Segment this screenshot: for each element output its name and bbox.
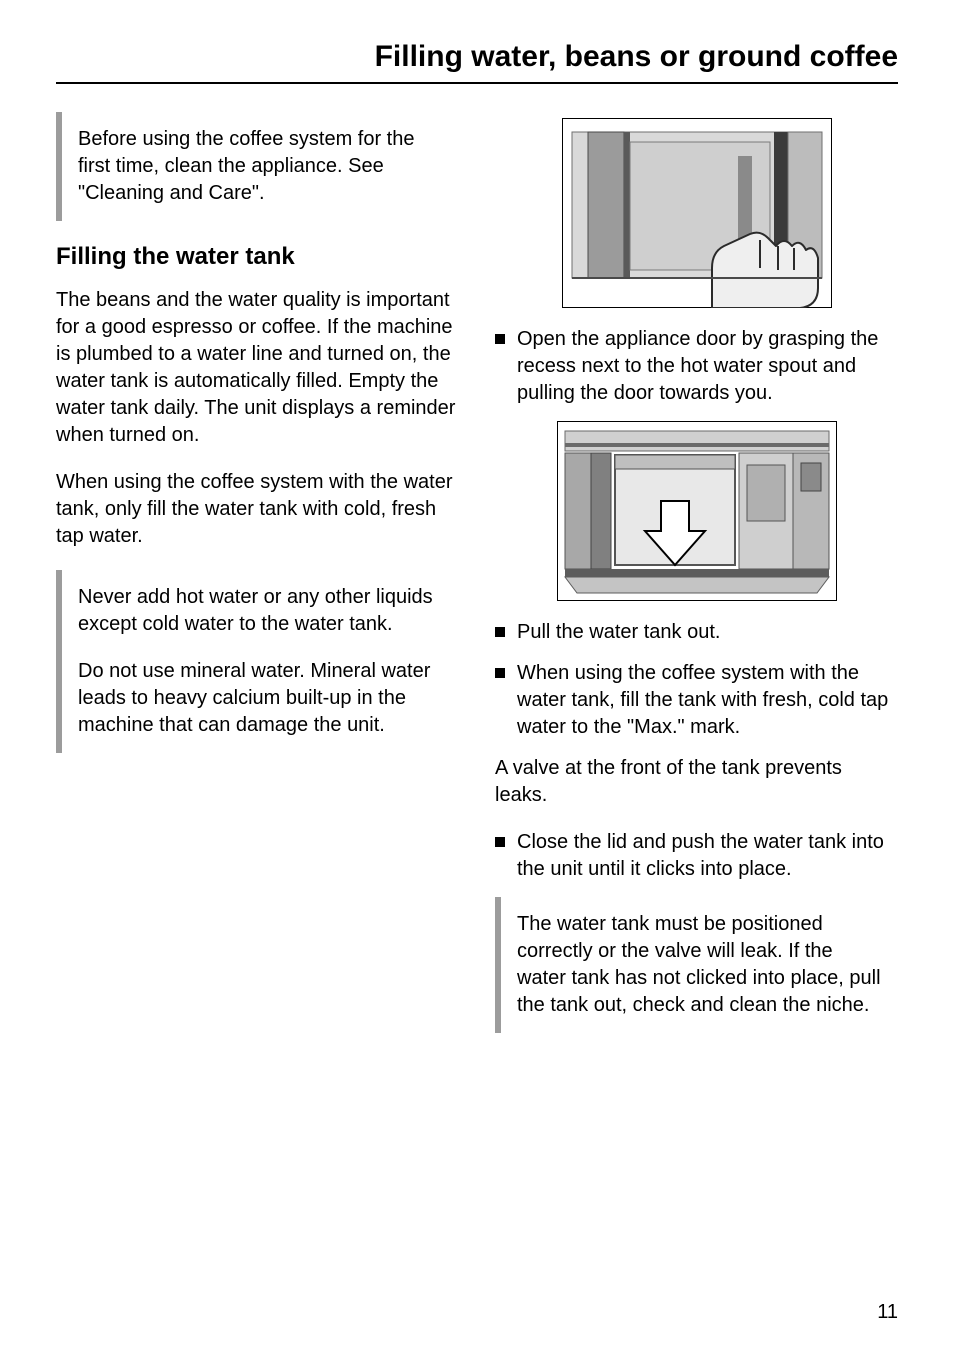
page: Filling water, beans or ground coffee Be…: [0, 0, 954, 1352]
step-text: Close the lid and push the water tank in…: [517, 829, 898, 883]
figure-pull-tank: [495, 421, 898, 601]
step-text: When using the coffee system with the wa…: [517, 660, 898, 741]
title-block: Filling water, beans or ground coffee: [56, 40, 898, 74]
callout-positioning: The water tank must be positioned correc…: [495, 897, 898, 1033]
title-rule: [56, 82, 898, 84]
pull-tank-illustration: [557, 421, 837, 601]
square-bullet-icon: [495, 668, 505, 678]
left-column: Before using the coffee system for the f…: [56, 112, 459, 1055]
callout-text: Before using the coffee system for the f…: [78, 126, 445, 207]
callout-text: Do not use mineral water. Mineral water …: [78, 658, 445, 739]
step-open-door: Open the appliance door by grasping the …: [495, 326, 898, 407]
page-number: 11: [877, 1301, 898, 1324]
callout-text: The water tank must be positioned correc…: [517, 911, 884, 1019]
square-bullet-icon: [495, 334, 505, 344]
callout-water-warning: Never add hot water or any other liquids…: [56, 570, 459, 753]
square-bullet-icon: [495, 627, 505, 637]
page-title: Filling water, beans or ground coffee: [56, 40, 898, 74]
callout-text: Never add hot water or any other liquids…: [78, 584, 445, 638]
step-close-lid: Close the lid and push the water tank in…: [495, 829, 898, 883]
body-paragraph: When using the coffee system with the wa…: [56, 469, 459, 550]
step-pull-tank: Pull the water tank out.: [495, 619, 898, 646]
body-paragraph: A valve at the front of the tank prevent…: [495, 755, 898, 809]
columns: Before using the coffee system for the f…: [56, 112, 898, 1055]
step-fill-tank: When using the coffee system with the wa…: [495, 660, 898, 741]
section-heading: Filling the water tank: [56, 243, 459, 271]
step-text: Pull the water tank out.: [517, 619, 898, 646]
step-text: Open the appliance door by grasping the …: [517, 326, 898, 407]
open-door-illustration: [562, 118, 832, 308]
figure-open-door: [495, 118, 898, 308]
callout-clean-first: Before using the coffee system for the f…: [56, 112, 459, 221]
right-column: Open the appliance door by grasping the …: [495, 112, 898, 1055]
square-bullet-icon: [495, 837, 505, 847]
body-paragraph: The beans and the water quality is impor…: [56, 287, 459, 449]
